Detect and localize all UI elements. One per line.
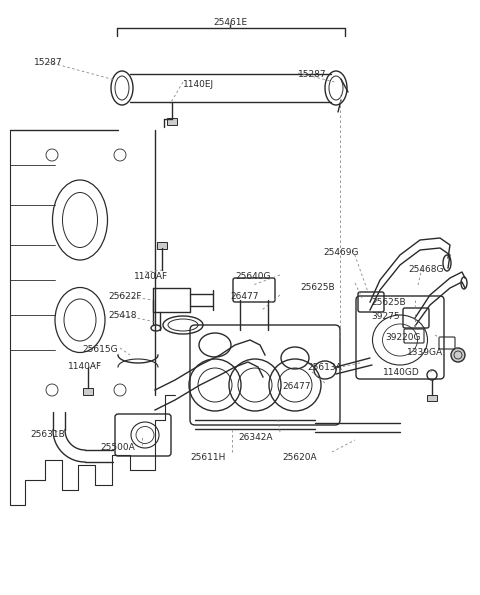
Text: 1140AF: 1140AF <box>134 272 168 281</box>
Text: 25622F: 25622F <box>108 292 142 301</box>
Text: 25620A: 25620A <box>282 453 317 462</box>
Text: 25468G: 25468G <box>408 265 444 274</box>
FancyBboxPatch shape <box>167 118 177 125</box>
Text: 25469G: 25469G <box>323 248 359 257</box>
Text: 39220G: 39220G <box>385 333 420 342</box>
Text: 25500A: 25500A <box>100 443 135 452</box>
Circle shape <box>451 348 465 362</box>
FancyBboxPatch shape <box>427 395 437 401</box>
FancyBboxPatch shape <box>83 388 93 395</box>
Text: 25461E: 25461E <box>213 18 247 27</box>
Text: 1140GD: 1140GD <box>383 368 420 377</box>
Text: 25615G: 25615G <box>82 345 118 354</box>
Text: 25625B: 25625B <box>300 283 335 292</box>
Text: 25418: 25418 <box>108 311 136 320</box>
Text: 15287: 15287 <box>298 70 326 79</box>
FancyBboxPatch shape <box>157 242 167 249</box>
Text: 39275: 39275 <box>371 312 400 321</box>
Text: 15287: 15287 <box>34 58 62 67</box>
Text: 26477: 26477 <box>282 382 311 391</box>
Text: 26342A: 26342A <box>238 433 273 442</box>
Text: 26477: 26477 <box>230 292 259 301</box>
Text: 25611H: 25611H <box>190 453 226 462</box>
Text: 1140AF: 1140AF <box>68 362 102 371</box>
Text: 25625B: 25625B <box>371 298 406 307</box>
Text: 1339GA: 1339GA <box>407 348 443 357</box>
Text: 25640G: 25640G <box>235 272 271 281</box>
Text: 1140EJ: 1140EJ <box>183 80 214 89</box>
Text: 25631B: 25631B <box>30 430 65 439</box>
Text: 25613A: 25613A <box>307 363 342 372</box>
